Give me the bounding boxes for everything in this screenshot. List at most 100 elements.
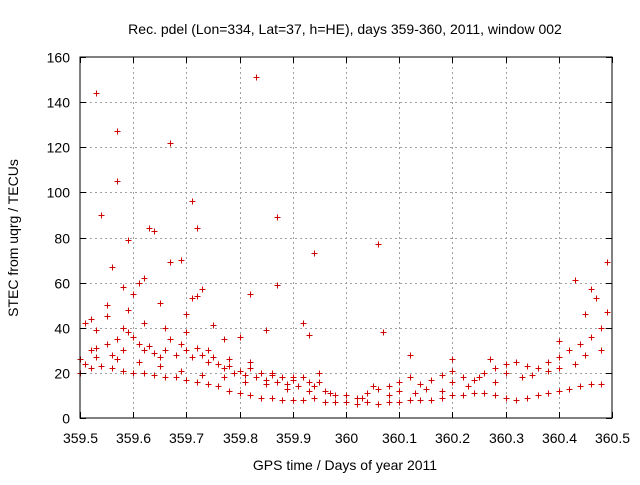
data-point: [189, 354, 196, 361]
data-point: [226, 356, 233, 363]
data-point: [375, 241, 382, 248]
data-point: [598, 325, 605, 332]
data-point: [120, 368, 127, 375]
data-point: [82, 361, 89, 368]
data-point: [471, 377, 478, 384]
data-point: [524, 395, 531, 402]
data-point: [141, 370, 148, 377]
data-point: [306, 332, 313, 339]
data-point: [343, 399, 350, 406]
data-point: [253, 74, 260, 81]
data-point: [481, 390, 488, 397]
data-point: [98, 212, 105, 219]
data-point: [167, 336, 174, 343]
data-point: [572, 361, 579, 368]
data-point: [221, 365, 228, 372]
data-point: [136, 359, 143, 366]
data-point: [258, 395, 265, 402]
data-point: [465, 383, 472, 390]
x-tick-label: 360.3: [489, 430, 524, 446]
data-point: [120, 284, 127, 291]
data-point: [306, 379, 313, 386]
data-point: [476, 374, 483, 381]
data-point: [417, 397, 424, 404]
data-point: [572, 277, 579, 284]
data-point: [151, 228, 158, 235]
data-point: [104, 341, 111, 348]
data-point: [556, 354, 563, 361]
data-point: [332, 392, 339, 399]
data-point: [247, 365, 254, 372]
data-point: [503, 370, 510, 377]
data-point: [471, 390, 478, 397]
data-point: [205, 347, 212, 354]
x-tick-label: 360.2: [435, 430, 470, 446]
data-point: [178, 368, 185, 375]
data-point: [130, 370, 137, 377]
data-point: [375, 401, 382, 408]
data-point: [183, 311, 190, 318]
data-point: [359, 395, 366, 402]
data-point: [194, 345, 201, 352]
data-point: [566, 347, 573, 354]
data-point: [130, 291, 137, 298]
data-point: [205, 381, 212, 388]
data-point: [322, 388, 329, 395]
data-point: [269, 370, 276, 377]
data-point: [311, 383, 318, 390]
data-point: [274, 379, 281, 386]
data-point: [604, 309, 611, 316]
y-tick-label: 160: [47, 50, 71, 66]
x-tick-label: 360: [335, 430, 359, 446]
data-point: [130, 334, 137, 341]
data-point: [290, 374, 297, 381]
data-point: [199, 352, 206, 359]
data-point: [141, 320, 148, 327]
y-tick-label: 80: [54, 231, 70, 247]
data-point: [141, 347, 148, 354]
data-point: [194, 225, 201, 232]
data-point: [284, 386, 291, 393]
data-point: [316, 379, 323, 386]
data-point: [380, 329, 387, 336]
data-point: [263, 327, 270, 334]
data-point: [98, 363, 105, 370]
data-point: [189, 295, 196, 302]
data-point: [215, 383, 222, 390]
x-tick-label: 360.1: [382, 430, 417, 446]
data-point: [449, 356, 456, 363]
data-point: [242, 372, 249, 379]
data-point: [146, 343, 153, 350]
data-point: [162, 325, 169, 332]
data-point: [253, 374, 260, 381]
y-tick-label: 20: [54, 366, 70, 382]
data-point: [125, 329, 132, 336]
data-point: [545, 390, 552, 397]
data-point: [460, 374, 467, 381]
data-point: [375, 386, 382, 393]
data-point: [104, 302, 111, 309]
data-point: [114, 178, 121, 185]
data-point: [370, 383, 377, 390]
data-point: [407, 397, 414, 404]
data-point: [439, 395, 446, 402]
data-point: [263, 381, 270, 388]
data-point: [300, 374, 307, 381]
data-point: [386, 392, 393, 399]
y-tick-label: 40: [54, 321, 70, 337]
data-point: [428, 397, 435, 404]
data-point: [503, 395, 510, 402]
data-point: [449, 392, 456, 399]
data-point: [151, 372, 158, 379]
data-point: [93, 345, 100, 352]
data-point: [556, 388, 563, 395]
data-point: [162, 347, 169, 354]
data-point: [290, 397, 297, 404]
y-tick-label: 100: [47, 185, 71, 201]
data-point: [396, 388, 403, 395]
data-point: [114, 336, 121, 343]
data-point: [189, 198, 196, 205]
